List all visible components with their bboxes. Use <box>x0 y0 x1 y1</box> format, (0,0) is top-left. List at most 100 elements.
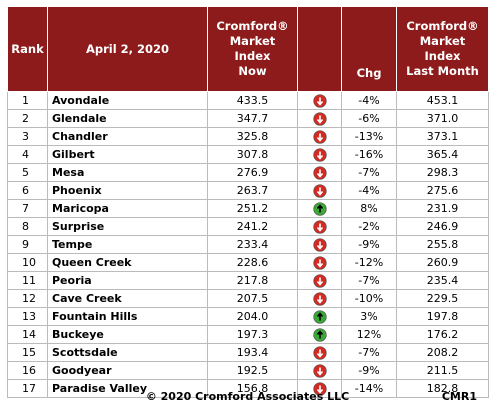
down-arrow-icon <box>312 147 327 162</box>
header-line: Index <box>424 49 461 63</box>
table-row: 15 Scottsdale 193.4 -7% 208.2 <box>7 343 489 362</box>
table-row: 14 Buckeye 197.3 12% 176.2 <box>7 325 489 344</box>
header-line: Cromford® <box>406 19 479 33</box>
index-last-month: 231.9 <box>396 199 489 218</box>
down-arrow-icon <box>312 165 327 180</box>
city: Cave Creek <box>47 289 208 308</box>
trend-icon-cell <box>297 361 342 380</box>
index-last-month: 235.4 <box>396 271 489 290</box>
index-last-month: 275.6 <box>396 181 489 200</box>
down-arrow-icon <box>312 93 327 108</box>
table-row: 9 Tempe 233.4 -9% 255.8 <box>7 235 489 254</box>
index-now: 325.8 <box>207 127 298 146</box>
up-arrow-icon <box>312 309 327 324</box>
change: -4% <box>341 91 397 110</box>
city: Avondale <box>47 91 208 110</box>
trend-icon-cell <box>297 109 342 128</box>
index-last-month: 371.0 <box>396 109 489 128</box>
index-now: 433.5 <box>207 91 298 110</box>
index-last-month: 365.4 <box>396 145 489 164</box>
change: -6% <box>341 109 397 128</box>
header-line: Last Month <box>406 64 479 78</box>
market-table: Rank April 2, 2020 Cromford® Market Index N… <box>7 6 489 398</box>
city: Phoenix <box>47 181 208 200</box>
change: -16% <box>341 145 397 164</box>
table-row: 11 Peoria 217.8 -7% 235.4 <box>7 271 489 290</box>
city: Surprise <box>47 217 208 236</box>
table-row: 5 Mesa 276.9 -7% 298.3 <box>7 163 489 182</box>
rank-header: Rank <box>7 6 48 92</box>
city: Peoria <box>47 271 208 290</box>
change: -4% <box>341 181 397 200</box>
rank: 16 <box>7 361 48 380</box>
change: -7% <box>341 343 397 362</box>
change: -7% <box>341 271 397 290</box>
table-row: 4 Gilbert 307.8 -16% 365.4 <box>7 145 489 164</box>
index-last-month: 453.1 <box>396 91 489 110</box>
city: Paradise Valley <box>47 379 208 398</box>
rank: 13 <box>7 307 48 326</box>
index-now: 156.8 <box>207 379 298 398</box>
date-header: April 2, 2020 <box>47 6 208 92</box>
index-last-month: 229.5 <box>396 289 489 308</box>
rank: 17 <box>7 379 48 398</box>
rank: 7 <box>7 199 48 218</box>
index-now: 192.5 <box>207 361 298 380</box>
index-last-month: 197.8 <box>396 307 489 326</box>
index-last-month: 246.9 <box>396 217 489 236</box>
index-last-month: 208.2 <box>396 343 489 362</box>
table-row: 17 Paradise Valley 156.8 -14% 182.8 <box>7 379 489 398</box>
index-now: 241.2 <box>207 217 298 236</box>
change: -13% <box>341 127 397 146</box>
index-last-month: 255.8 <box>396 235 489 254</box>
header-line: Index <box>234 49 271 63</box>
up-arrow-icon <box>312 327 327 342</box>
trend-icon-cell <box>297 289 342 308</box>
trend-icon-cell <box>297 343 342 362</box>
table-row: 16 Goodyear 192.5 -9% 211.5 <box>7 361 489 380</box>
rank: 3 <box>7 127 48 146</box>
trend-icon-cell <box>297 271 342 290</box>
rank: 1 <box>7 91 48 110</box>
city: Tempe <box>47 235 208 254</box>
change: -10% <box>341 289 397 308</box>
trend-icon-cell <box>297 235 342 254</box>
trend-icon-cell <box>297 217 342 236</box>
down-arrow-icon <box>312 183 327 198</box>
table-row: 1 Avondale 433.5 -4% 453.1 <box>7 91 489 110</box>
table-row: 10 Queen Creek 228.6 -12% 260.9 <box>7 253 489 272</box>
header-line: Market <box>229 34 276 48</box>
trend-icon-cell <box>297 199 342 218</box>
change: -14% <box>341 379 397 398</box>
index-last-month: 182.8 <box>396 379 489 398</box>
last-header: Cromford® Market Index Last Month <box>396 6 489 92</box>
down-arrow-icon <box>312 381 327 396</box>
copyright: © 2020 Cromford Associates LLC <box>145 390 350 403</box>
rank: 14 <box>7 325 48 344</box>
rank: 11 <box>7 271 48 290</box>
index-now: 251.2 <box>207 199 298 218</box>
rank: 4 <box>7 145 48 164</box>
city: Gilbert <box>47 145 208 164</box>
index-last-month: 176.2 <box>396 325 489 344</box>
trend-icon-cell <box>297 181 342 200</box>
index-now: 217.8 <box>207 271 298 290</box>
down-arrow-icon <box>312 111 327 126</box>
up-arrow-icon <box>312 201 327 216</box>
city: Goodyear <box>47 361 208 380</box>
index-now: 347.7 <box>207 109 298 128</box>
table-row: 7 Maricopa 251.2 8% 231.9 <box>7 199 489 218</box>
table-row: 3 Chandler 325.8 -13% 373.1 <box>7 127 489 146</box>
change: -9% <box>341 361 397 380</box>
rank: 10 <box>7 253 48 272</box>
arrow-header <box>297 6 342 92</box>
index-now: 307.8 <box>207 145 298 164</box>
city: Queen Creek <box>47 253 208 272</box>
table-row: 2 Glendale 347.7 -6% 371.0 <box>7 109 489 128</box>
index-last-month: 260.9 <box>396 253 489 272</box>
trend-icon-cell <box>297 307 342 326</box>
change: 12% <box>341 325 397 344</box>
table-row: 6 Phoenix 263.7 -4% 275.6 <box>7 181 489 200</box>
change: -2% <box>341 217 397 236</box>
trend-icon-cell <box>297 325 342 344</box>
